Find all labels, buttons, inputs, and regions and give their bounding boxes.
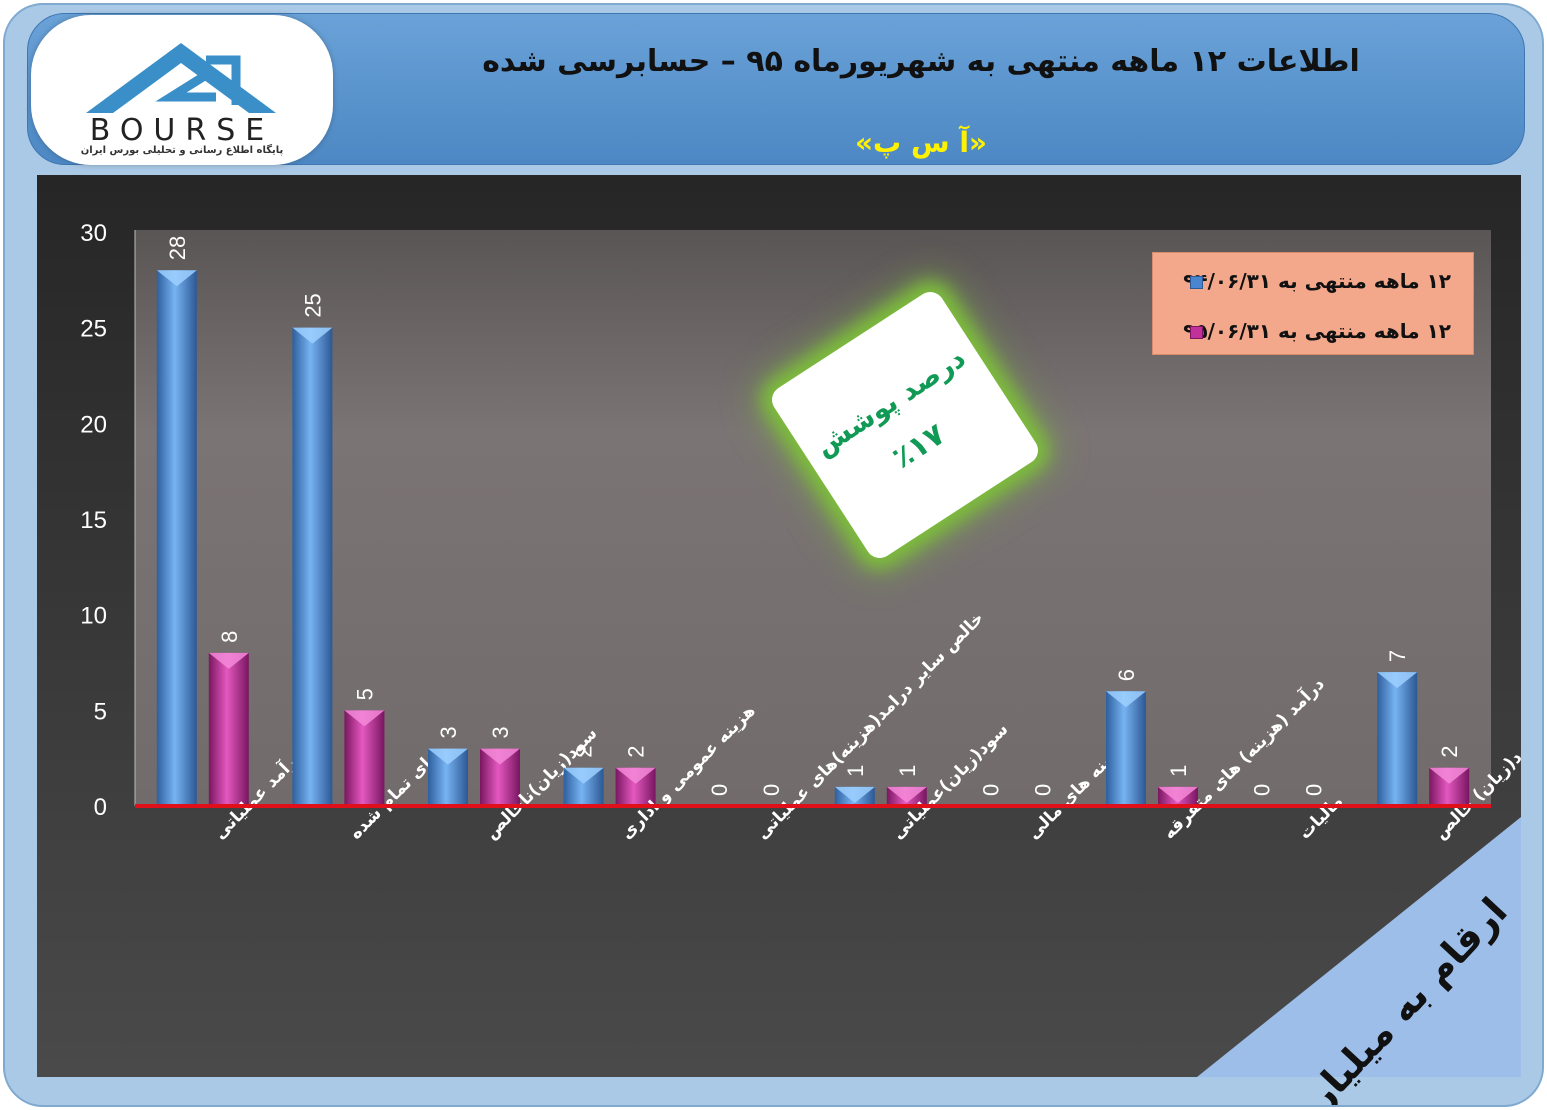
bar-cap xyxy=(834,786,875,803)
data-label: 0 xyxy=(707,784,732,796)
y-tick-label: 30 xyxy=(80,220,107,247)
bar-cap xyxy=(480,748,520,765)
data-label: 28 xyxy=(165,236,190,260)
bar-cap xyxy=(886,786,927,803)
data-label: 0 xyxy=(1030,784,1055,796)
legend-label-1: ۱۲ ماهه منتهی به ۹۴/۰۶/۳۱ xyxy=(1183,269,1451,293)
legend-item-1: ۱۲ ماهه منتهی به ۹۴/۰۶/۳۱ xyxy=(1183,269,1451,293)
y-tick-label: 20 xyxy=(80,411,107,438)
data-label: 1 xyxy=(1166,765,1191,777)
bourse-logo: BOURSE پایگاه اطلاع رسانی و تحلیلی بورس … xyxy=(31,15,333,165)
bar xyxy=(156,270,197,806)
y-tick-label: 5 xyxy=(94,698,107,725)
bar-cap xyxy=(292,327,333,344)
y-tick-label: 25 xyxy=(80,316,107,343)
data-label: 3 xyxy=(436,726,461,738)
chart-legend: ۱۲ ماهه منتهی به ۹۴/۰۶/۳۱ ۱۲ ماهه منتهی … xyxy=(1152,252,1474,355)
logo-mark-icon xyxy=(86,43,276,113)
data-label: 6 xyxy=(1114,669,1139,681)
data-label: 8 xyxy=(217,631,242,643)
data-label: 7 xyxy=(1385,650,1410,662)
bar-cap xyxy=(156,270,197,287)
bar-cap xyxy=(615,767,656,784)
bar-cap xyxy=(1158,786,1198,803)
data-label: 0 xyxy=(978,784,1003,796)
legend-swatch-2 xyxy=(1190,326,1203,339)
page-title: اطلاعات ۱۲ ماهه منتهی به شهریورماه ۹۵ – … xyxy=(482,44,1360,79)
legend-swatch-1 xyxy=(1190,276,1203,289)
y-tick-label: 0 xyxy=(94,794,107,821)
logo-wordmark: BOURSE xyxy=(89,113,275,148)
bar xyxy=(1106,691,1146,806)
bar-cap xyxy=(1377,672,1418,689)
bar xyxy=(208,652,249,806)
y-tick-label: 10 xyxy=(80,603,107,630)
y-tick-label: 15 xyxy=(80,507,107,534)
data-label: 0 xyxy=(1302,784,1327,796)
bar-cap xyxy=(563,767,604,784)
data-label: 1 xyxy=(843,765,868,777)
bar-cap xyxy=(208,652,249,669)
unit-corner-panel xyxy=(1197,817,1521,1077)
data-label: 1 xyxy=(895,765,920,777)
bar xyxy=(292,327,333,806)
data-label: 3 xyxy=(488,726,513,738)
bar-cap xyxy=(428,748,468,765)
data-label: 0 xyxy=(759,784,784,796)
data-label: 25 xyxy=(300,293,325,317)
bar xyxy=(1377,672,1418,806)
bar-cap xyxy=(344,710,385,727)
company-name: «آ س پ» xyxy=(854,126,988,159)
data-label: 2 xyxy=(572,745,597,757)
data-label: 2 xyxy=(1437,745,1462,757)
data-label: 5 xyxy=(352,688,377,700)
legend-item-2: ۱۲ ماهه منتهی به ۹۵/۰۶/۳۱ xyxy=(1183,319,1451,343)
legend-label-2: ۱۲ ماهه منتهی به ۹۵/۰۶/۳۱ xyxy=(1183,319,1451,343)
data-label: 2 xyxy=(624,745,649,757)
bar-cap xyxy=(1429,767,1470,784)
outer-frame: اطلاعات ۱۲ ماهه منتهی به شهریورماه ۹۵ – … xyxy=(3,3,1544,1107)
data-label: 0 xyxy=(1250,784,1275,796)
bar-cap xyxy=(1106,691,1146,708)
logo-tagline: پایگاه اطلاع رسانی و تحلیلی بورس ایران xyxy=(80,145,284,156)
